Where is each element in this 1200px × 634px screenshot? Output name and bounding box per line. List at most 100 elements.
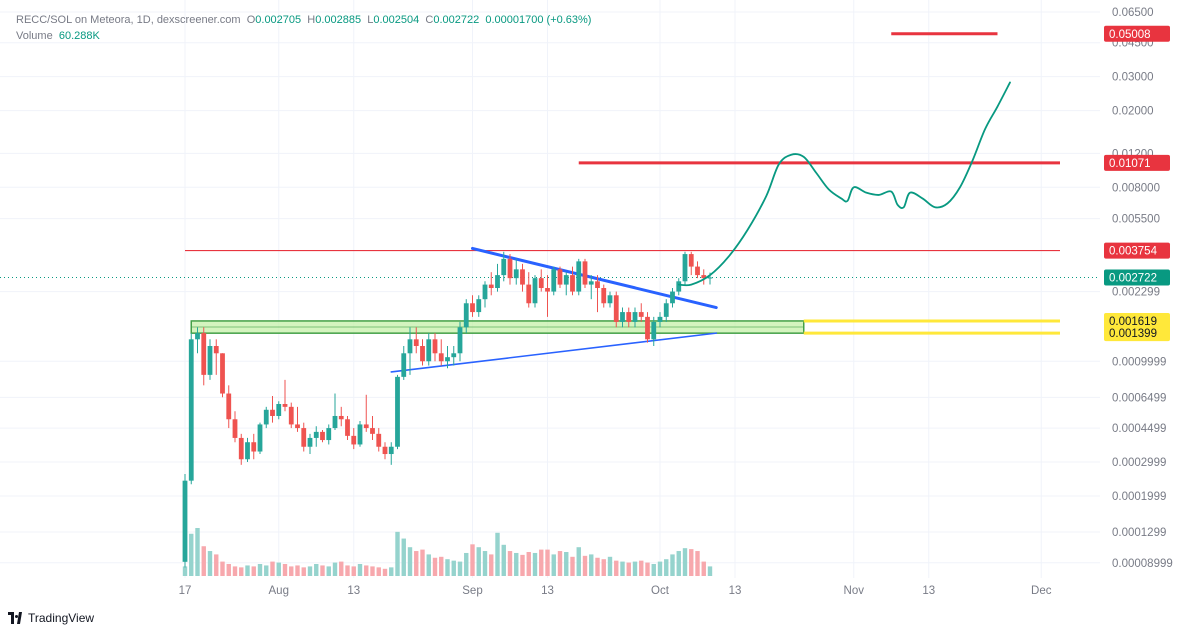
candle xyxy=(451,346,457,366)
candle-body xyxy=(588,281,594,285)
candle xyxy=(501,251,507,282)
volume-bar xyxy=(520,554,525,576)
volume-bar xyxy=(507,551,513,576)
candle xyxy=(226,385,232,429)
candle-body xyxy=(338,415,344,420)
candle xyxy=(632,307,638,328)
candle xyxy=(657,312,663,328)
volume-bar xyxy=(395,531,400,576)
candle-body xyxy=(501,258,507,276)
volume-bar xyxy=(495,532,500,576)
volume-bar xyxy=(426,554,431,576)
candle xyxy=(288,402,294,429)
candle xyxy=(238,433,244,465)
candle xyxy=(307,433,313,455)
candle-body xyxy=(351,435,357,445)
support-zone xyxy=(190,320,805,334)
candle xyxy=(382,442,388,460)
volume-bar xyxy=(514,552,519,576)
chart-grid xyxy=(0,0,1100,578)
volume-value: 60.288K xyxy=(58,30,100,42)
x-tick-label: Aug xyxy=(269,585,289,597)
price-label-text: 0.002722 xyxy=(1109,272,1157,284)
volume-bar xyxy=(414,551,419,576)
volume-bar xyxy=(676,551,681,576)
candle xyxy=(345,415,350,441)
y-tick-label: 0.005500 xyxy=(1112,214,1160,226)
y-tick-label: 0.0001299 xyxy=(1112,527,1166,539)
candle-body xyxy=(563,275,569,285)
volume-bar xyxy=(295,565,300,576)
projection-path xyxy=(677,81,1011,287)
volume-bar xyxy=(332,562,338,576)
symbol-title: RECC/SOL on Meteora, 1D, dexscreener.com xyxy=(16,14,241,26)
candle-body xyxy=(182,480,188,562)
candle-body xyxy=(651,321,657,340)
price-axis[interactable]: 0.065000.045000.030000.020000.012000.008… xyxy=(1112,7,1173,570)
volume-bar xyxy=(351,566,356,576)
price-label-support: 0.001399 xyxy=(1104,325,1170,342)
candle-body xyxy=(270,409,275,416)
x-tick-label: Dec xyxy=(1031,585,1052,597)
candle-body xyxy=(388,446,394,455)
candle xyxy=(482,281,488,308)
candle-body xyxy=(426,339,432,362)
volume-bar xyxy=(201,546,206,576)
volume-bar xyxy=(314,564,319,576)
x-tick-label: 13 xyxy=(541,585,554,597)
candle xyxy=(257,422,263,455)
change-value: 0.00001700 (+0.63%) xyxy=(485,14,592,26)
volume-bar xyxy=(657,561,663,576)
candle-body xyxy=(313,431,319,438)
price-label-text: 0.01071 xyxy=(1109,158,1151,170)
volume-bars xyxy=(182,528,713,576)
volume-bar xyxy=(539,549,544,576)
y-tick-label: 0.02000 xyxy=(1112,106,1154,118)
candle-body xyxy=(670,291,675,304)
low-value: 0.002504 xyxy=(373,14,420,26)
candle-body xyxy=(495,275,500,289)
volume-bar xyxy=(564,552,569,576)
tradingview-logo[interactable]: TradingView xyxy=(8,611,94,625)
volume-bar xyxy=(576,547,581,576)
candle xyxy=(413,327,419,354)
candle-body xyxy=(626,312,632,322)
candle xyxy=(645,312,650,343)
candle-body xyxy=(470,303,475,313)
candle-body xyxy=(213,346,219,354)
volume-bar xyxy=(214,554,219,576)
candle-body xyxy=(545,288,550,292)
candle-body xyxy=(195,333,200,340)
candle xyxy=(313,426,319,447)
candle xyxy=(332,393,338,430)
candle-body xyxy=(326,428,332,441)
candle xyxy=(220,353,225,398)
candle xyxy=(445,346,450,369)
volume-bar xyxy=(239,567,244,576)
price-label-resistance: 0.003754 xyxy=(1104,242,1170,259)
horizontal-levels xyxy=(0,32,1100,335)
candle-body xyxy=(188,339,194,481)
price-label-box xyxy=(1104,325,1170,342)
candle xyxy=(620,307,625,328)
time-axis[interactable]: 17 Aug 13 Sep 13 Oct 13 Nov 13 Dec xyxy=(179,585,1052,597)
volume-bar xyxy=(645,562,650,576)
x-tick-label: 13 xyxy=(922,585,935,597)
volume-bar xyxy=(220,561,225,576)
candle xyxy=(532,275,538,308)
tradingview-text: TradingView xyxy=(28,611,95,625)
volume-bar xyxy=(551,554,556,576)
candle-body xyxy=(251,442,257,452)
price-label-support: 0.001619 xyxy=(1104,312,1170,329)
volume-bar xyxy=(345,565,350,576)
candle-body xyxy=(376,433,382,447)
volume-bar xyxy=(651,564,656,576)
volume-bar xyxy=(382,568,388,576)
candle xyxy=(551,266,557,296)
volume-bar xyxy=(482,551,488,576)
candle xyxy=(463,299,469,334)
y-tick-label: 0.03000 xyxy=(1112,72,1154,84)
volume-bar xyxy=(464,552,469,576)
candle-body xyxy=(245,442,250,460)
